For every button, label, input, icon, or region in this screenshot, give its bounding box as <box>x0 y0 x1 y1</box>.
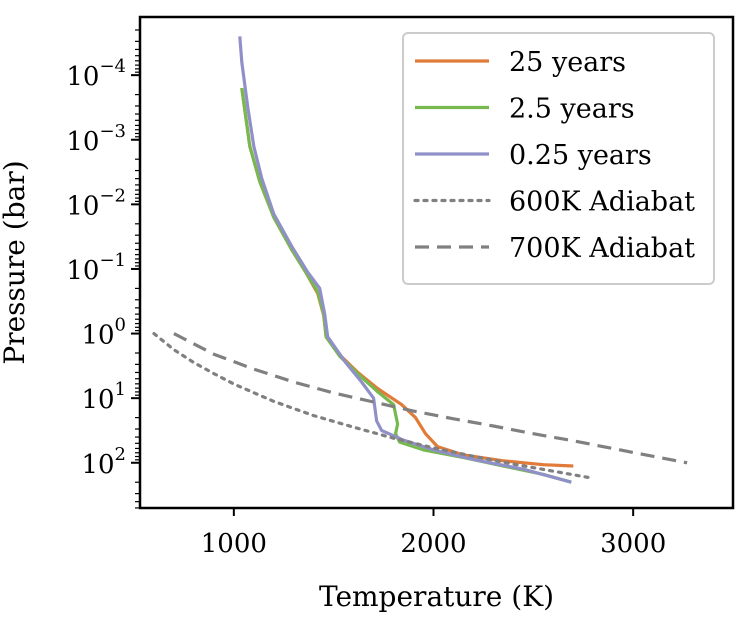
y-tick-label: 10−3 <box>66 121 126 157</box>
x-tick-label: 3000 <box>600 529 666 559</box>
y-axis: 10−4 10−3 10−2 10−1 100 101 102 <box>66 29 140 509</box>
y-tick-label: 102 <box>81 444 126 480</box>
x-axis: 1000 2000 3000 <box>201 508 666 559</box>
legend-label: 2.5 years <box>509 94 635 125</box>
y-tick-label: 100 <box>81 315 126 351</box>
x-axis-label: Temperature (K) <box>319 580 554 613</box>
y-tick-label: 101 <box>81 379 126 415</box>
plot-content <box>152 36 688 484</box>
y-tick-label: 10−1 <box>66 250 126 286</box>
legend-label: 0.25 years <box>509 140 652 171</box>
y-tick-label: 10−4 <box>66 56 126 92</box>
legend-label: 700K Adiabat <box>509 233 695 264</box>
legend-box <box>402 32 715 285</box>
series-line-600k-adiabat <box>152 332 595 480</box>
series-line-0-25-years <box>238 36 572 484</box>
legend-label: 600K Adiabat <box>509 187 695 218</box>
legend: 25 years 2.5 years 0.25 years 600K Adiabat 7… <box>402 32 715 285</box>
y-axis-label: Pressure (bar) <box>0 160 31 364</box>
legend-label: 25 years <box>509 47 626 78</box>
y-tick-label: 10−2 <box>66 185 126 221</box>
x-tick-label: 1000 <box>201 529 267 559</box>
series-line-700k-adiabat <box>173 332 688 465</box>
x-tick-label: 2000 <box>400 529 466 559</box>
